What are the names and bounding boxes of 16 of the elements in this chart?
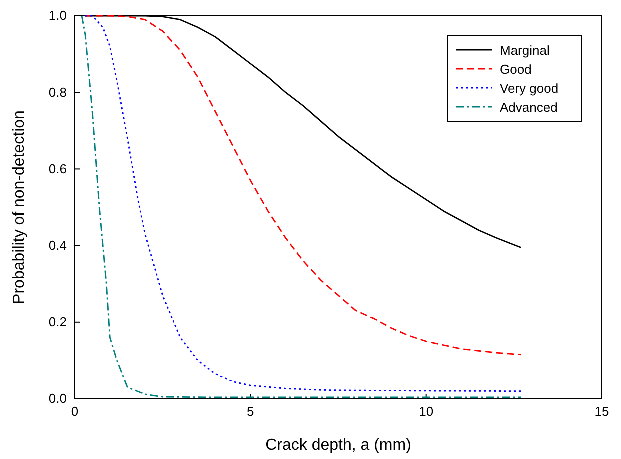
y-tick-label: 1.0 (48, 8, 67, 24)
y-tick-label: 0.2 (48, 314, 67, 330)
y-tick-label: 0.8 (48, 84, 67, 100)
x-tick-label: 5 (247, 404, 254, 420)
legend-label: Marginal (500, 43, 550, 58)
y-tick-label: 0.6 (48, 161, 67, 176)
x-tick-label: 15 (594, 404, 610, 420)
legend-label: Good (500, 62, 532, 77)
y-tick-label: 0.0 (48, 391, 67, 406)
x-axis-title: Crack depth, a (mm) (266, 437, 412, 454)
legend-label: Very good (500, 81, 559, 96)
y-axis-title: Probability of non-detection (11, 110, 28, 304)
x-tick-label: 0 (71, 404, 79, 420)
y-tick-label: 0.4 (48, 238, 67, 253)
x-tick-label: 10 (419, 404, 434, 420)
legend-label: Advanced (500, 100, 558, 115)
